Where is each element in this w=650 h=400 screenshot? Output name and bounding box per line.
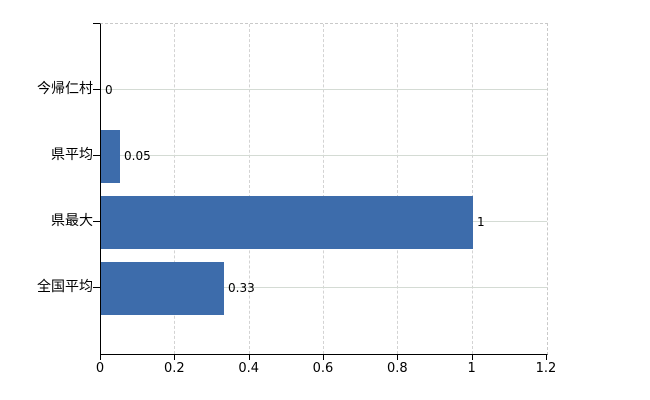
x-tick-label: 0.2 xyxy=(163,361,185,376)
x-axis-tick xyxy=(248,354,250,360)
x-axis-tick xyxy=(174,354,176,360)
x-axis-tick xyxy=(100,354,101,360)
category-label-県平均: 県平均 xyxy=(51,147,93,163)
category-label-全国平均: 全国平均 xyxy=(37,279,93,295)
x-axis-tick xyxy=(323,354,324,360)
x-tick-label: 0.4 xyxy=(238,361,259,376)
x-tick-label: 1 xyxy=(467,361,476,376)
x-axis-tick xyxy=(397,354,399,360)
horizontal-gridline xyxy=(101,155,547,156)
plot-area: 0 0.05 1 0.33 xyxy=(100,23,548,355)
category-label-県最大: 県最大 xyxy=(51,213,93,229)
y-axis-tick xyxy=(93,155,100,156)
bar-全国平均 xyxy=(101,262,224,315)
bar-県最大 xyxy=(101,196,473,249)
y-axis-tick xyxy=(93,221,100,222)
vertical-gridline xyxy=(248,24,250,354)
vertical-gridline xyxy=(397,24,399,354)
x-axis-tick xyxy=(546,354,547,360)
value-label: 0 xyxy=(105,83,113,97)
category-label-今帰仁村: 今帰仁村 xyxy=(37,81,93,97)
horizontal-gridline xyxy=(101,89,547,90)
vertical-gridline xyxy=(323,24,324,354)
horizontal-gridline xyxy=(101,287,547,288)
y-axis-tick xyxy=(93,287,100,288)
x-axis-tick xyxy=(471,354,473,360)
x-tick-label: 0.8 xyxy=(386,361,408,376)
y-axis-tick xyxy=(93,89,100,90)
bar-県平均 xyxy=(101,130,120,183)
value-label: 1 xyxy=(477,215,485,229)
x-tick-label: 0.6 xyxy=(312,361,334,376)
y-axis-tick xyxy=(93,23,100,24)
vertical-gridline xyxy=(174,24,176,354)
value-label: 0.05 xyxy=(124,149,151,163)
x-tick-label: 1.2 xyxy=(535,361,557,376)
value-label: 0.33 xyxy=(228,281,255,295)
vertical-gridline xyxy=(471,24,473,354)
x-tick-label: 0 xyxy=(95,361,105,376)
